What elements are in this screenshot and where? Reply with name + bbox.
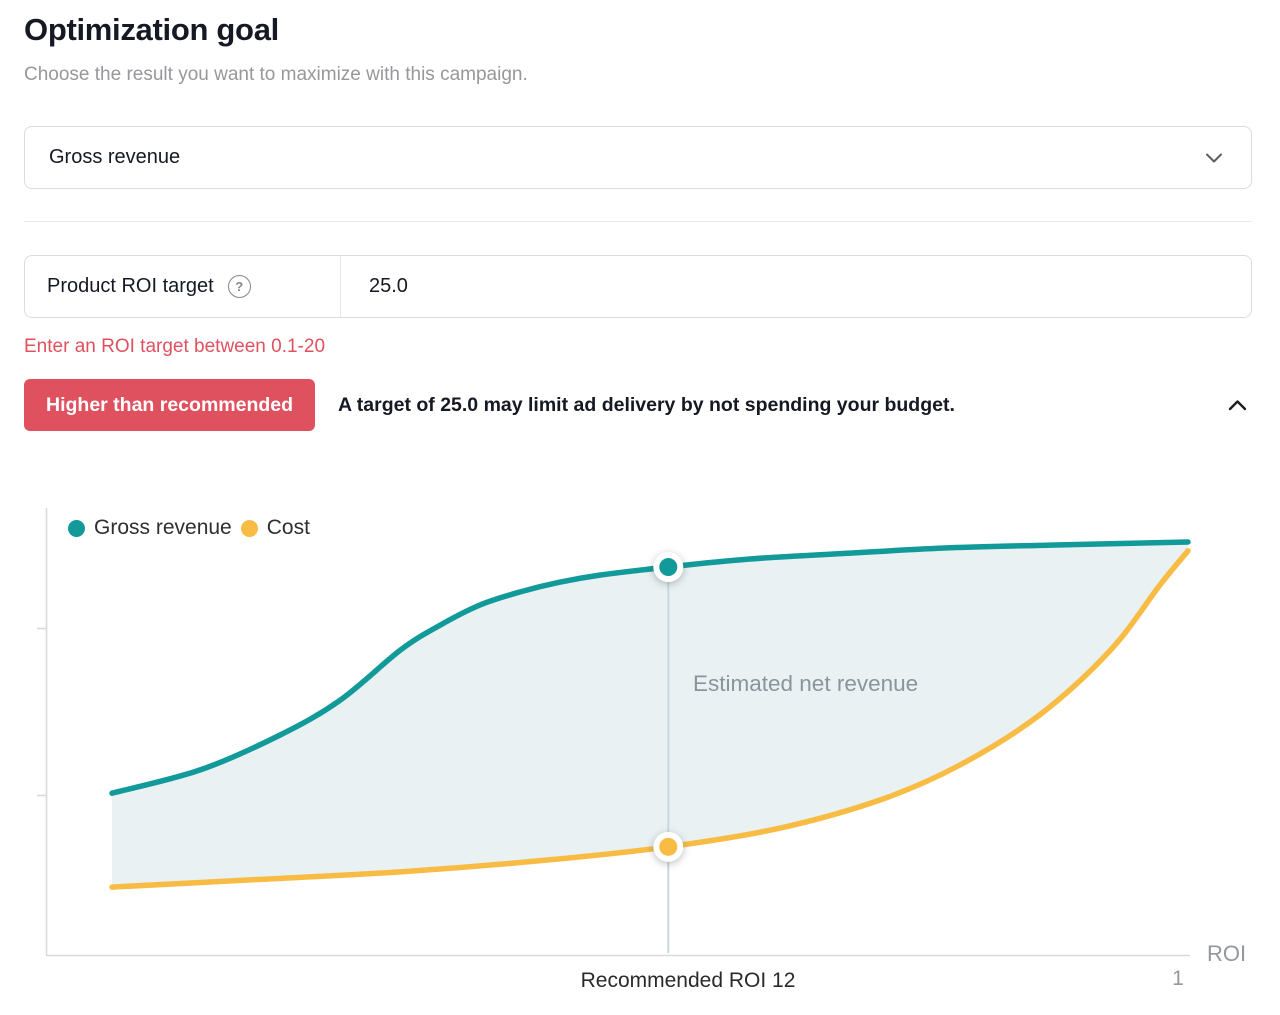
- optimization-goal-select[interactable]: Gross revenue: [24, 126, 1252, 189]
- chevron-down-icon: [1206, 153, 1222, 162]
- roi-target-label: Product ROI target: [47, 275, 214, 297]
- recommended-roi-label: Recommended ROI 12: [580, 969, 796, 992]
- optimization-goal-value: Gross revenue: [49, 146, 181, 168]
- legend-item-cost: Cost: [240, 516, 310, 540]
- gross-revenue-dot-icon: [68, 519, 85, 537]
- warning-banner: Higher than recommended A target of 25.0…: [24, 379, 1252, 431]
- legend-label-gross-revenue: Gross revenue: [94, 516, 232, 539]
- section-divider: [24, 221, 1252, 222]
- x-axis-title: ROI: [1207, 941, 1247, 966]
- page-title: Optimization goal: [24, 12, 279, 47]
- legend-label-cost: Cost: [266, 516, 310, 539]
- chart-legend: Gross revenue Cost: [68, 516, 310, 540]
- x-axis-end-tick: 1: [1172, 967, 1184, 990]
- cost-curve: [109, 548, 1191, 890]
- collapse-button[interactable]: [1222, 391, 1252, 419]
- page-subtitle: Choose the result you want to maximize w…: [24, 64, 528, 85]
- roi-projection-chart: [37, 508, 1191, 957]
- gross-revenue-curve: [109, 539, 1191, 796]
- chart-axes: [37, 508, 1190, 957]
- chart-series-layer: [109, 539, 1191, 953]
- warning-badge: Higher than recommended: [24, 379, 316, 431]
- legend-item-gross-revenue: Gross revenue: [68, 516, 232, 540]
- gross-revenue-marker-dot: [659, 558, 678, 577]
- field-divider: [340, 256, 341, 317]
- roi-error-message: Enter an ROI target between 0.1-20: [24, 336, 326, 357]
- estimated-net-revenue-label: Estimated net revenue: [693, 671, 919, 696]
- chevron-up-icon: [1228, 400, 1246, 411]
- help-icon[interactable]: ?: [227, 275, 251, 298]
- roi-target-input[interactable]: [341, 256, 1251, 317]
- warning-message: A target of 25.0 may limit ad delivery b…: [338, 393, 955, 416]
- roi-target-label-wrap: Product ROI target ?: [25, 256, 340, 317]
- roi-target-field-group: Product ROI target ?: [24, 255, 1252, 318]
- net-revenue-area: [112, 542, 1188, 888]
- cost-dot-icon: [240, 519, 258, 537]
- cost-marker-dot: [659, 837, 678, 856]
